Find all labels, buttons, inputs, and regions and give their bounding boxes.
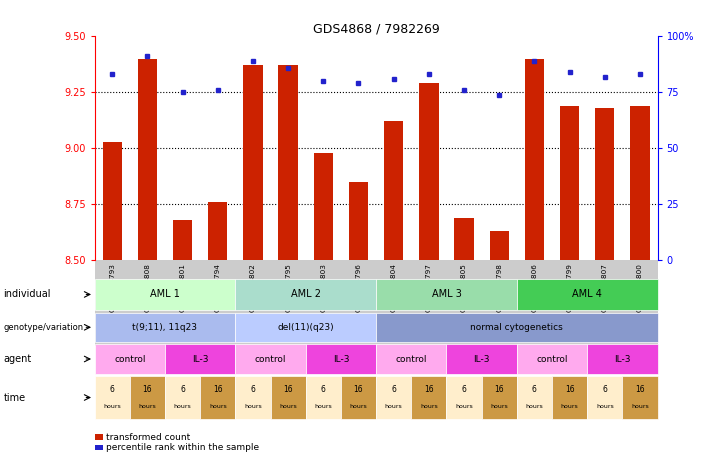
Text: 6: 6 (391, 385, 396, 394)
Text: 6: 6 (532, 385, 537, 394)
Text: IL-3: IL-3 (333, 355, 349, 363)
Text: time: time (4, 392, 26, 403)
Bar (95, 260, 658, 346)
Text: hours: hours (139, 404, 156, 409)
Bar (137, 58, 157, 260)
Text: 16: 16 (635, 385, 645, 394)
Text: genotype/variation: genotype/variation (4, 323, 83, 332)
Text: hours: hours (209, 404, 226, 409)
Text: 6: 6 (461, 385, 466, 394)
Text: AML 3: AML 3 (432, 289, 461, 299)
Text: hours: hours (350, 404, 367, 409)
Text: control: control (254, 355, 286, 363)
Bar (419, 83, 439, 260)
Text: transformed count: transformed count (106, 433, 190, 442)
Text: 6: 6 (110, 385, 115, 394)
Bar (102, 142, 122, 260)
Bar (454, 218, 474, 260)
Text: del(11)(q23): del(11)(q23) (278, 323, 334, 332)
Text: 16: 16 (424, 385, 434, 394)
Bar (243, 65, 263, 260)
Text: control: control (395, 355, 427, 363)
Text: AML 4: AML 4 (572, 289, 602, 299)
Text: 16: 16 (142, 385, 152, 394)
Text: hours: hours (596, 404, 613, 409)
Text: hours: hours (561, 404, 578, 409)
Bar (525, 58, 544, 260)
Bar (208, 202, 227, 260)
Text: hours: hours (279, 404, 297, 409)
Text: control: control (536, 355, 568, 363)
Text: hours: hours (631, 404, 649, 409)
Bar (278, 65, 298, 260)
Bar (630, 106, 650, 260)
Text: 16: 16 (565, 385, 574, 394)
Bar (173, 220, 192, 260)
Text: hours: hours (103, 404, 121, 409)
Text: 6: 6 (602, 385, 607, 394)
Text: 6: 6 (250, 385, 255, 394)
Text: 16: 16 (213, 385, 223, 394)
Text: 16: 16 (283, 385, 293, 394)
Text: hours: hours (455, 404, 473, 409)
Text: IL-3: IL-3 (473, 355, 490, 363)
Text: AML 1: AML 1 (150, 289, 180, 299)
Text: AML 2: AML 2 (291, 289, 321, 299)
Text: hours: hours (420, 404, 437, 409)
Title: GDS4868 / 7982269: GDS4868 / 7982269 (313, 22, 440, 35)
Text: normal cytogenetics: normal cytogenetics (470, 323, 563, 332)
Text: 6: 6 (180, 385, 185, 394)
Text: 16: 16 (494, 385, 504, 394)
Text: t(9;11), 11q23: t(9;11), 11q23 (132, 323, 198, 332)
Bar (349, 182, 368, 260)
Bar (595, 108, 615, 260)
Text: hours: hours (244, 404, 262, 409)
Bar (489, 231, 509, 260)
Text: IL-3: IL-3 (192, 355, 208, 363)
Text: control: control (114, 355, 146, 363)
Text: hours: hours (490, 404, 508, 409)
Text: hours: hours (526, 404, 543, 409)
Text: 16: 16 (354, 385, 363, 394)
Bar (313, 153, 333, 260)
Text: 6: 6 (321, 385, 326, 394)
Text: agent: agent (4, 354, 32, 364)
Bar (384, 121, 403, 260)
Text: individual: individual (4, 289, 51, 299)
Text: percentile rank within the sample: percentile rank within the sample (106, 443, 259, 452)
Bar (560, 106, 579, 260)
Text: hours: hours (315, 404, 332, 409)
Text: hours: hours (385, 404, 402, 409)
Text: hours: hours (174, 404, 191, 409)
Text: IL-3: IL-3 (614, 355, 631, 363)
